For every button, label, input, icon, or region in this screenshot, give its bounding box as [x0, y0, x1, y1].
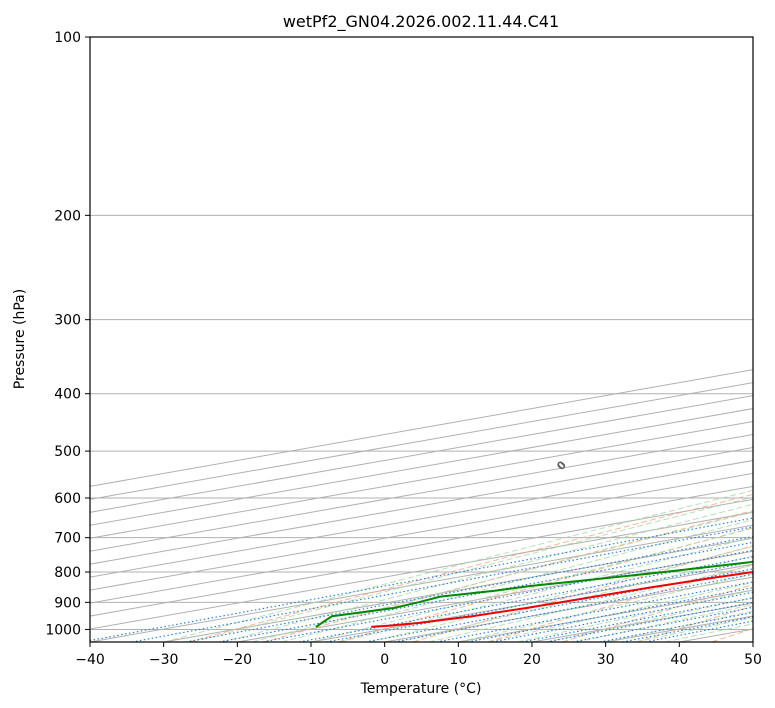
- dewpoint-profile: [315, 560, 753, 628]
- moist-adiabat-line: [428, 564, 753, 642]
- isotherm-line: [90, 498, 753, 617]
- isotherm-line: [90, 485, 753, 604]
- mixing-ratio-line: [262, 549, 753, 642]
- moist-adiabat-line: [517, 589, 753, 642]
- y-tick-label: 500: [54, 444, 81, 460]
- moist-adiabat-line: [251, 511, 753, 642]
- moist-adiabat-line: [192, 496, 753, 642]
- dry-adiabat-line: [263, 510, 753, 642]
- y-tick-label: 600: [54, 491, 81, 507]
- mixing-ratio-line: [90, 517, 753, 642]
- background-lines: [90, 37, 753, 642]
- dry-adiabat-line: [562, 584, 753, 642]
- y-tick-label: 300: [54, 313, 81, 329]
- mixing-ratio-line: [546, 601, 753, 642]
- isotherm-line: [90, 459, 753, 578]
- mixing-ratio-line: [599, 611, 753, 642]
- y-tick-label: 200: [54, 208, 81, 224]
- mixing-ratio-line: [492, 591, 753, 642]
- x-tick-label: −30: [149, 652, 179, 668]
- x-tick-label: 10: [449, 652, 467, 668]
- x-tick-label: 50: [744, 652, 762, 668]
- moist-adiabat-line: [369, 545, 753, 642]
- chart-title: wetPf2_GN04.2026.002.11.44.C41: [283, 12, 559, 32]
- y-tick-label: 100: [54, 30, 81, 46]
- x-tick-label: 20: [523, 652, 541, 668]
- isotherm-line: [90, 511, 753, 630]
- moist-adiabat-line: [340, 536, 753, 642]
- x-axis: −40 −30 −20 −10 0 10 20 30 40 50: [75, 642, 762, 668]
- plot-frame: [89, 36, 754, 643]
- isotherm-line: [90, 472, 753, 591]
- moist-adiabat-line: [458, 573, 753, 642]
- mixing-ratio-line: [218, 541, 753, 642]
- mixing-ratio-line: [185, 535, 753, 642]
- y-tick-label: 700: [54, 531, 81, 547]
- x-tick-label: −20: [223, 652, 253, 668]
- y-tick-label: 1000: [45, 622, 81, 638]
- moist-adiabat-line: [163, 489, 753, 642]
- temperature-profile: [371, 570, 753, 628]
- x-tick-label: 0: [380, 652, 389, 668]
- moist-adiabat-line: [281, 519, 753, 642]
- y-tick-label: 900: [54, 595, 81, 611]
- x-tick-label: 40: [670, 652, 688, 668]
- y-axis: 100 200 300 400 500 600 700 800 900 1000: [45, 30, 90, 638]
- y-tick-label: 800: [54, 565, 81, 581]
- x-tick-label: −40: [75, 652, 105, 668]
- y-axis-label: Pressure (hPa): [12, 289, 28, 389]
- x-tick-label: −10: [296, 652, 326, 668]
- mixing-ratio-line: [572, 606, 753, 642]
- mixing-ratio-line: [521, 597, 753, 642]
- moist-adiabat-line: [222, 503, 753, 642]
- isotherm-line: [90, 446, 753, 565]
- y-tick-label: 400: [54, 387, 81, 403]
- dry-adiabat-line: [487, 564, 753, 642]
- x-axis-label: Temperature (°C): [360, 681, 482, 697]
- series-layer: [315, 560, 753, 628]
- x-tick-label: 30: [597, 652, 615, 668]
- isotherm-line: [90, 433, 753, 552]
- mixing-ratio-line: [131, 526, 753, 642]
- isotherm-line: [90, 524, 753, 642]
